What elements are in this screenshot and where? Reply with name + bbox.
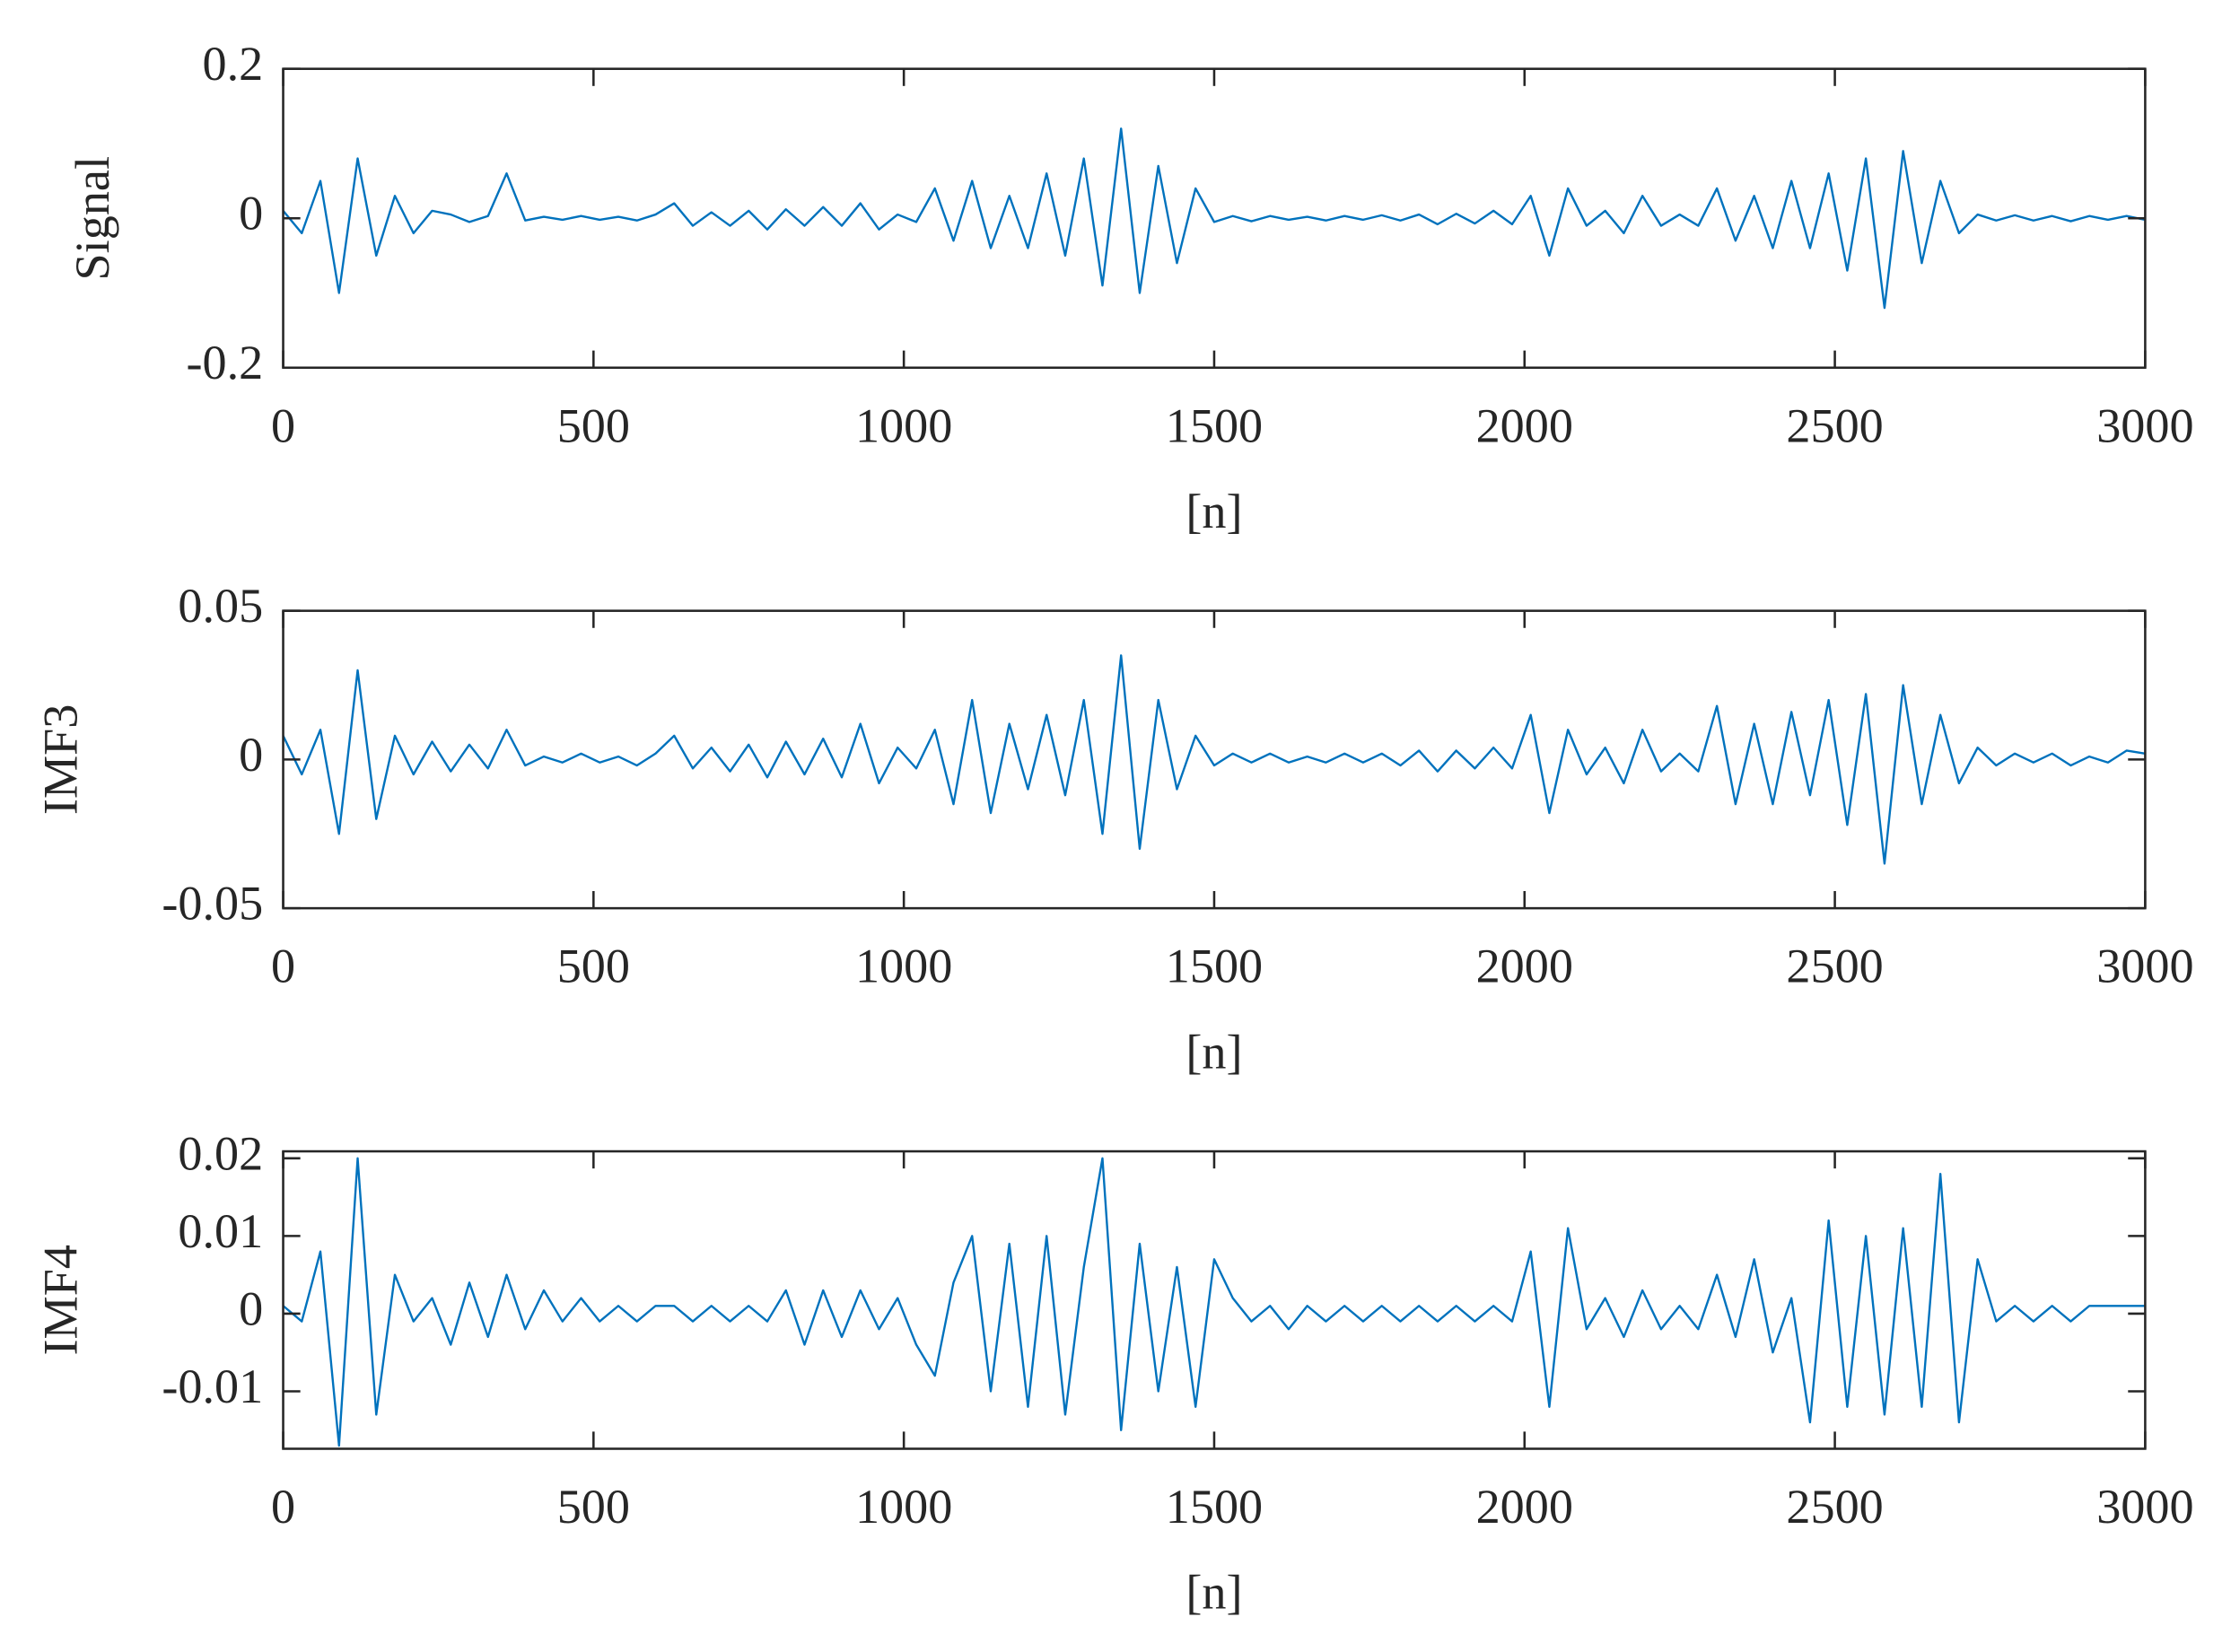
x-tick-label: 3000	[2096, 398, 2193, 452]
x-tick-label: 500	[557, 1480, 630, 1534]
x-axis-label: [n]	[1185, 1025, 1242, 1079]
axes-box	[282, 67, 2147, 370]
axes-box	[282, 609, 2147, 910]
y-tick-label: 0	[239, 728, 263, 782]
x-tick-label: 1000	[855, 940, 952, 993]
y-tick-label: 0.01	[178, 1204, 263, 1258]
signal-line	[283, 654, 2146, 865]
x-tick-label: 2500	[1786, 1480, 1883, 1534]
x-axis-label: [n]	[1185, 1566, 1242, 1620]
x-tick-label: 1000	[855, 1480, 952, 1534]
x-tick-label: 1500	[1166, 940, 1263, 993]
y-tick-label: 0.2	[203, 37, 264, 91]
x-tick-label: 2000	[1476, 1480, 1573, 1534]
x-tick-label: 3000	[2096, 1480, 2193, 1534]
axes-box	[282, 1149, 2147, 1450]
x-tick-label: 2000	[1476, 398, 1573, 452]
plot-area	[283, 127, 2146, 310]
plot-area	[283, 1157, 2146, 1447]
x-axis-label: [n]	[1185, 485, 1242, 538]
y-tick-label: 0	[239, 1281, 263, 1335]
x-tick-label: 1500	[1166, 1480, 1263, 1534]
y-tick-label: 0.02	[178, 1126, 263, 1180]
x-tick-label: 1000	[855, 398, 952, 452]
y-axis-label: IMF3	[34, 704, 88, 815]
y-tick-label: -0.05	[162, 877, 263, 931]
y-tick-label: 0	[239, 187, 263, 240]
y-tick-label: -0.2	[186, 336, 263, 389]
x-tick-label: 500	[557, 940, 630, 993]
x-tick-label: 2500	[1786, 940, 1883, 993]
x-tick-label: 3000	[2096, 940, 2193, 993]
y-tick-label: 0.05	[178, 579, 263, 633]
y-axis-label: Signal	[66, 156, 119, 280]
x-tick-label: 2500	[1786, 398, 1883, 452]
x-tick-label: 1500	[1166, 398, 1263, 452]
x-tick-label: 0	[271, 398, 295, 452]
plot-area	[283, 654, 2146, 865]
x-tick-label: 2000	[1476, 940, 1573, 993]
y-tick-label: -0.01	[162, 1359, 263, 1413]
signal-line	[283, 1157, 2146, 1447]
x-tick-label: 500	[557, 398, 630, 452]
x-tick-label: 0	[271, 1480, 295, 1534]
y-axis-label: IMF4	[34, 1245, 88, 1355]
signal-line	[283, 127, 2146, 310]
x-tick-label: 0	[271, 940, 295, 993]
